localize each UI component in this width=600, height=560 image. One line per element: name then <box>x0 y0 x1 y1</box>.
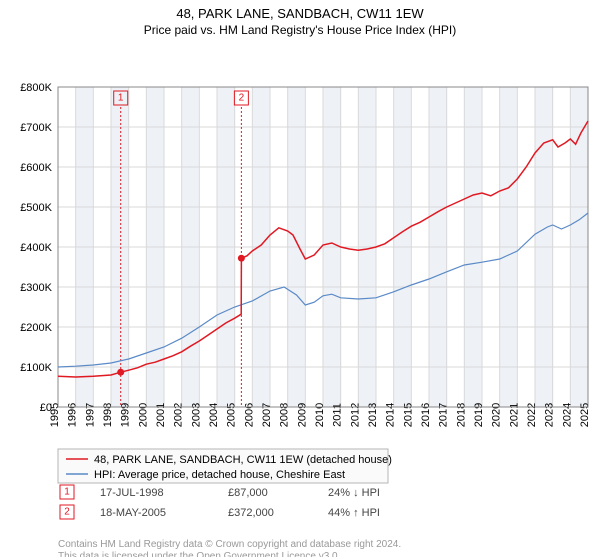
legend-label: HPI: Average price, detached house, Ches… <box>94 469 345 481</box>
x-tick-label: 2024 <box>561 403 573 427</box>
x-tick-label: 2013 <box>367 403 379 427</box>
footer-line1: Contains HM Land Registry data © Crown c… <box>58 539 401 550</box>
x-tick-label: 2001 <box>155 403 167 427</box>
y-tick-label: £100K <box>20 362 52 374</box>
chart-subtitle: Price paid vs. HM Land Registry's House … <box>0 23 600 37</box>
entry-price: £372,000 <box>228 507 274 519</box>
entry-marker-label: 2 <box>64 507 70 518</box>
x-tick-label: 2003 <box>190 403 202 427</box>
x-tick-label: 1996 <box>67 403 79 427</box>
x-tick-label: 2004 <box>208 403 220 427</box>
y-tick-label: £800K <box>20 82 52 94</box>
x-tick-label: 2017 <box>438 403 450 427</box>
y-tick-label: £400K <box>20 242 52 254</box>
y-tick-label: £200K <box>20 322 52 334</box>
x-tick-label: 2009 <box>296 403 308 427</box>
x-tick-label: 2021 <box>508 403 520 427</box>
x-tick-label: 1998 <box>102 403 114 427</box>
x-tick-label: 2019 <box>473 403 485 427</box>
x-tick-label: 2002 <box>173 403 185 427</box>
x-tick-label: 1999 <box>120 403 132 427</box>
x-tick-label: 2015 <box>402 403 414 427</box>
x-tick-label: 2010 <box>314 403 326 427</box>
price-chart: £0£100K£200K£300K£400K£500K£600K£700K£80… <box>0 37 600 557</box>
x-tick-label: 2020 <box>491 403 503 427</box>
x-tick-label: 2000 <box>137 403 149 427</box>
x-tick-label: 1995 <box>49 403 61 427</box>
y-tick-label: £500K <box>20 202 52 214</box>
x-tick-label: 2012 <box>349 403 361 427</box>
x-tick-label: 2016 <box>420 403 432 427</box>
entry-date: 18-MAY-2005 <box>100 507 166 519</box>
footer-line2: This data is licensed under the Open Gov… <box>58 551 340 557</box>
entry-delta: 24% ↓ HPI <box>328 487 380 499</box>
x-tick-label: 2025 <box>579 403 591 427</box>
entry-price: £87,000 <box>228 487 268 499</box>
x-tick-label: 2007 <box>261 403 273 427</box>
legend-label: 48, PARK LANE, SANDBACH, CW11 1EW (detac… <box>94 454 392 466</box>
sale-point <box>238 255 245 262</box>
x-tick-label: 2014 <box>385 403 397 427</box>
x-tick-label: 2006 <box>243 403 255 427</box>
x-tick-label: 2023 <box>544 403 556 427</box>
x-tick-label: 2008 <box>279 403 291 427</box>
x-tick-label: 2022 <box>526 403 538 427</box>
entry-marker-label: 1 <box>64 487 70 498</box>
chart-title: 48, PARK LANE, SANDBACH, CW11 1EW <box>0 6 600 21</box>
x-tick-label: 2005 <box>226 403 238 427</box>
y-tick-label: £600K <box>20 162 52 174</box>
y-tick-label: £300K <box>20 282 52 294</box>
y-tick-label: £700K <box>20 122 52 134</box>
x-tick-label: 2018 <box>455 403 467 427</box>
entry-date: 17-JUL-1998 <box>100 487 164 499</box>
sale-marker-label: 2 <box>239 93 245 104</box>
sale-marker-label: 1 <box>118 93 124 104</box>
entry-delta: 44% ↑ HPI <box>328 507 380 519</box>
sale-point <box>117 369 124 376</box>
x-tick-label: 1997 <box>84 403 96 427</box>
